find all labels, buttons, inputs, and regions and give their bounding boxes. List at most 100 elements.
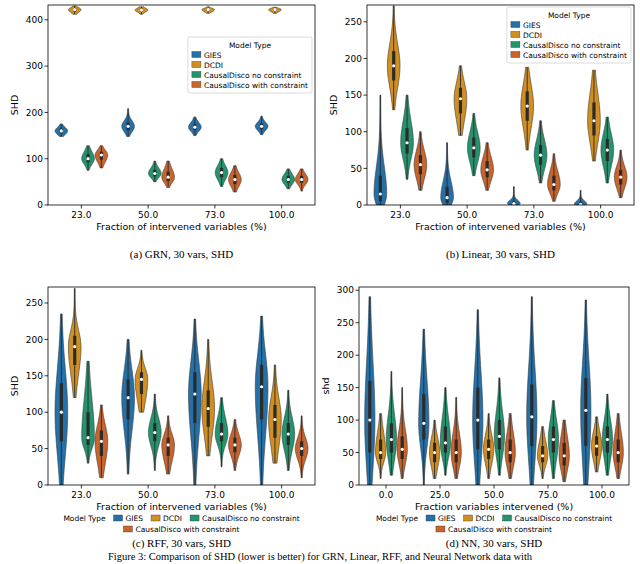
violin-box xyxy=(207,9,210,11)
violin-body xyxy=(559,420,569,482)
x-tick-label: 100.0 xyxy=(588,210,614,220)
violin-body xyxy=(548,154,561,202)
violin-body xyxy=(189,117,202,136)
violin-box xyxy=(127,123,130,130)
violin-body xyxy=(162,416,175,474)
x-tick xyxy=(386,485,387,489)
violin-median xyxy=(379,451,382,454)
violin-box xyxy=(552,427,555,453)
legend-label: CausalDisco with constraint xyxy=(204,81,308,90)
violin-whisker xyxy=(101,146,102,168)
violin-whisker xyxy=(620,150,621,198)
violin-box xyxy=(60,129,63,134)
violin-box xyxy=(86,154,89,162)
violin-box xyxy=(526,91,529,120)
violin-box xyxy=(392,51,395,80)
violin-median xyxy=(140,8,143,11)
violin-box xyxy=(368,381,371,452)
violin-box xyxy=(140,9,143,12)
violin-whisker xyxy=(369,297,370,485)
violin-median xyxy=(617,451,620,454)
violin-body xyxy=(454,66,467,136)
violin-body xyxy=(613,414,623,479)
violin-box xyxy=(512,201,515,205)
legend: Model TypeGIESDCDICausalDisco no constra… xyxy=(376,514,612,534)
legend-box xyxy=(507,7,631,63)
violin-body xyxy=(614,150,627,198)
y-tick xyxy=(356,290,360,291)
legend-label: DCDI xyxy=(204,61,223,70)
violin-median xyxy=(487,448,490,451)
violin-box xyxy=(100,152,103,160)
violin-body xyxy=(365,297,375,485)
violin-whisker xyxy=(168,161,169,187)
violin-whisker xyxy=(510,414,511,479)
violin-body xyxy=(202,7,215,13)
violin-body xyxy=(282,169,295,189)
y-axis-label: SHD xyxy=(328,95,339,116)
violin-median xyxy=(127,125,130,128)
violin-box xyxy=(233,438,236,453)
legend-swatch xyxy=(192,82,201,88)
violin-box xyxy=(390,423,393,452)
plot-frame xyxy=(48,5,315,205)
x-tick xyxy=(548,485,549,489)
violin-whisker xyxy=(420,132,421,191)
violin-box xyxy=(73,8,76,11)
violin-body xyxy=(588,70,601,161)
violin-box xyxy=(419,155,422,174)
y-tick-label: 300 xyxy=(337,285,354,295)
violin-box xyxy=(486,161,489,177)
violin-whisker xyxy=(585,300,586,485)
violin-body xyxy=(82,146,95,171)
violin-median xyxy=(419,163,422,166)
y-tick-label: 300 xyxy=(26,61,43,71)
y-tick xyxy=(356,485,360,486)
violin-box xyxy=(405,128,408,154)
violin-box xyxy=(233,175,236,184)
y-tick-label: 100 xyxy=(345,127,362,137)
legend-label: DCDI xyxy=(163,514,182,523)
y-tick xyxy=(45,339,49,340)
violins xyxy=(55,288,308,485)
violin-body xyxy=(534,121,547,183)
panel: 0501001502002503000.025.050.075.0100.0Fr… xyxy=(320,285,629,550)
violin-median xyxy=(300,178,303,181)
violin-median xyxy=(140,378,143,381)
y-tick-label: 50 xyxy=(351,164,363,174)
violin-box xyxy=(260,365,263,420)
legend-label: CausalDisco no constraint xyxy=(204,71,302,80)
violin-median xyxy=(287,178,290,181)
y-tick-label: 200 xyxy=(26,335,43,345)
violin-body xyxy=(255,116,268,135)
violin-body xyxy=(122,339,135,474)
x-tick-label: 50.0 xyxy=(484,490,504,500)
violin-whisker xyxy=(74,288,75,397)
violin-median xyxy=(193,392,196,395)
legend-swatch xyxy=(511,32,520,38)
violin-body xyxy=(148,161,161,182)
violin-body xyxy=(521,67,534,150)
violin-whisker xyxy=(542,427,543,479)
violin-body xyxy=(419,329,429,485)
violin-box xyxy=(167,438,170,456)
legend: Model TypeGIESDCDICausalDisco no constra… xyxy=(63,514,299,534)
violin-box xyxy=(617,440,620,463)
y-tick-label: 50 xyxy=(32,444,44,454)
violin-box xyxy=(153,170,156,176)
violin-box xyxy=(584,378,587,446)
y-tick xyxy=(364,205,368,206)
violin-median xyxy=(539,154,542,157)
legend-label: CausalDisco no constraint xyxy=(515,514,613,523)
y-tick-label: 150 xyxy=(345,90,362,100)
violin-whisker xyxy=(288,390,289,470)
legend-swatch xyxy=(511,52,520,58)
violin-whisker xyxy=(208,339,209,455)
y-tick xyxy=(45,485,49,486)
violins xyxy=(365,297,624,485)
violin-median xyxy=(86,436,89,439)
legend-swatch xyxy=(151,515,160,521)
y-axis-label: SHD xyxy=(9,95,20,116)
plot-frame xyxy=(359,287,629,485)
y-tick xyxy=(356,322,360,323)
